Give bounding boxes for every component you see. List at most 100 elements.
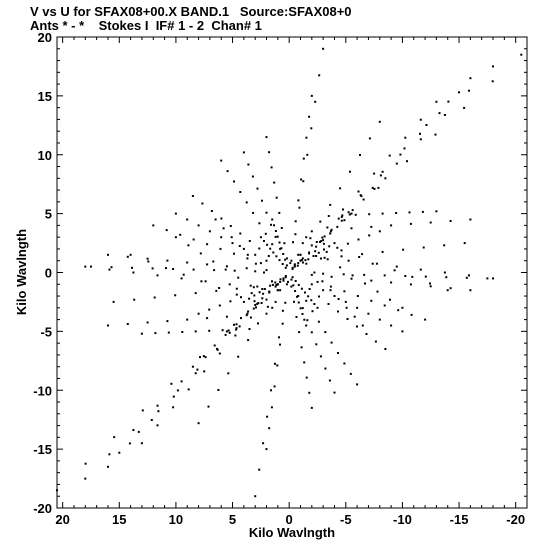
uv-point <box>258 222 261 225</box>
uv-point <box>242 151 245 154</box>
uv-point <box>235 293 238 296</box>
uv-point <box>249 284 252 287</box>
uv-point <box>492 65 494 68</box>
uv-point <box>126 323 129 325</box>
uv-point <box>266 305 269 308</box>
uv-point <box>250 292 253 295</box>
uv-point <box>206 243 209 246</box>
uv-point <box>274 235 277 238</box>
x-tick-label: -20 <box>506 512 525 527</box>
uv-point <box>310 406 313 409</box>
uv-point <box>285 257 288 260</box>
uv-point <box>290 259 293 262</box>
uv-point <box>270 406 273 409</box>
uv-point <box>404 275 407 277</box>
uv-point <box>312 255 315 257</box>
uv-point <box>491 80 494 83</box>
uv-point <box>354 213 357 216</box>
uv-point <box>339 187 342 190</box>
uv-point <box>315 245 318 248</box>
y-tick-label: 5 <box>45 207 52 222</box>
uv-point <box>256 187 259 190</box>
uv-point <box>301 242 304 245</box>
uv-point <box>317 251 320 254</box>
uv-point <box>316 306 319 309</box>
uv-point <box>271 283 274 286</box>
uv-point <box>301 307 304 310</box>
uv-point <box>329 285 332 288</box>
uv-point <box>180 277 183 280</box>
uv-point <box>260 302 263 304</box>
uv-point <box>233 180 235 183</box>
uv-point <box>238 245 241 247</box>
uv-point <box>284 258 287 261</box>
uv-point <box>310 230 313 233</box>
uv-point <box>424 318 427 321</box>
uv-point <box>293 263 296 266</box>
uv-point <box>333 295 336 297</box>
uv-point <box>357 238 360 241</box>
uv-point <box>225 265 228 268</box>
uv-point <box>404 136 407 139</box>
uv-point <box>349 170 351 173</box>
uv-point <box>328 245 331 248</box>
uv-point <box>463 106 466 109</box>
uv-point <box>206 263 209 266</box>
uv-point <box>257 322 259 325</box>
uv-point <box>445 276 448 279</box>
uv-point <box>137 430 140 433</box>
uv-point <box>279 278 282 281</box>
uv-point <box>310 283 313 286</box>
uv-point <box>367 312 370 315</box>
x-tick-label: 20 <box>55 512 69 527</box>
uv-point <box>275 255 278 258</box>
uv-point <box>284 266 287 269</box>
uv-point <box>341 214 344 217</box>
uv-point <box>492 277 494 280</box>
uv-point <box>263 288 266 290</box>
uv-point <box>268 427 271 430</box>
uv-point <box>300 178 303 181</box>
y-tick-label: -15 <box>33 442 52 457</box>
uv-point <box>279 289 282 292</box>
uv-point <box>409 222 412 225</box>
uv-point <box>194 292 197 295</box>
uv-point <box>378 318 381 321</box>
uv-point <box>294 280 297 282</box>
uv-point <box>340 255 343 258</box>
uv-point <box>181 331 184 333</box>
uv-point <box>261 288 264 290</box>
uv-point <box>324 367 327 370</box>
uv-point <box>251 175 254 178</box>
uv-point <box>186 318 189 321</box>
uv-point <box>200 280 203 283</box>
uv-point <box>327 215 330 217</box>
uv-point <box>356 306 359 309</box>
uv-point <box>373 187 376 190</box>
uv-point <box>84 265 87 268</box>
uv-point <box>112 300 115 303</box>
uv-point <box>147 260 150 263</box>
uv-point <box>213 344 216 347</box>
uv-point <box>246 257 249 260</box>
uv-point <box>255 306 257 309</box>
uv-point <box>289 262 292 265</box>
uv-point <box>248 240 251 242</box>
uv-point <box>262 442 265 445</box>
uv-point <box>348 213 351 216</box>
y-tick-label: 10 <box>38 148 52 163</box>
uv-point <box>265 312 268 315</box>
uv-point <box>337 310 339 313</box>
y-tick-label: 15 <box>38 89 52 104</box>
uv-point <box>261 297 264 300</box>
uv-point <box>284 301 287 304</box>
uv-point <box>224 268 227 271</box>
uv-point <box>90 265 92 268</box>
uv-point <box>256 285 259 288</box>
uv-point <box>291 276 294 279</box>
x-tick-label: 0 <box>286 512 293 527</box>
uv-point <box>215 289 218 292</box>
uv-point <box>84 462 87 465</box>
uv-point <box>350 277 353 280</box>
uv-point <box>276 235 279 238</box>
